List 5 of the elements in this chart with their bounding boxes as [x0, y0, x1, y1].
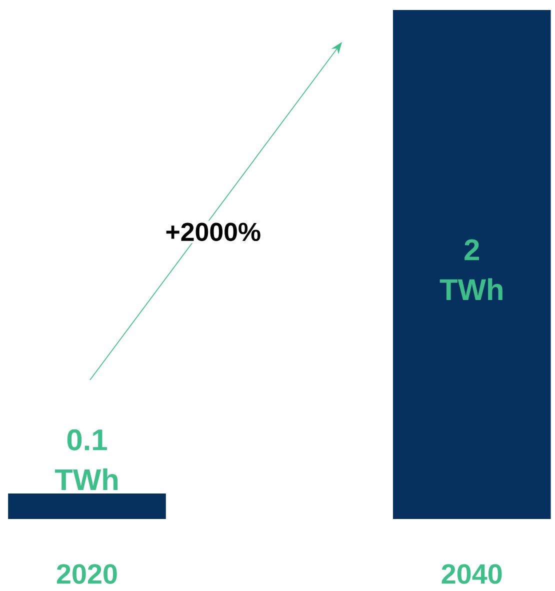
annotation: +2000%	[166, 222, 260, 242]
data-label: 2 TWh	[440, 239, 502, 300]
data-label: 0.1 TWh	[54, 429, 118, 490]
x-tick-label: 2040	[442, 564, 502, 584]
x-tick-label: 2020	[56, 564, 117, 584]
